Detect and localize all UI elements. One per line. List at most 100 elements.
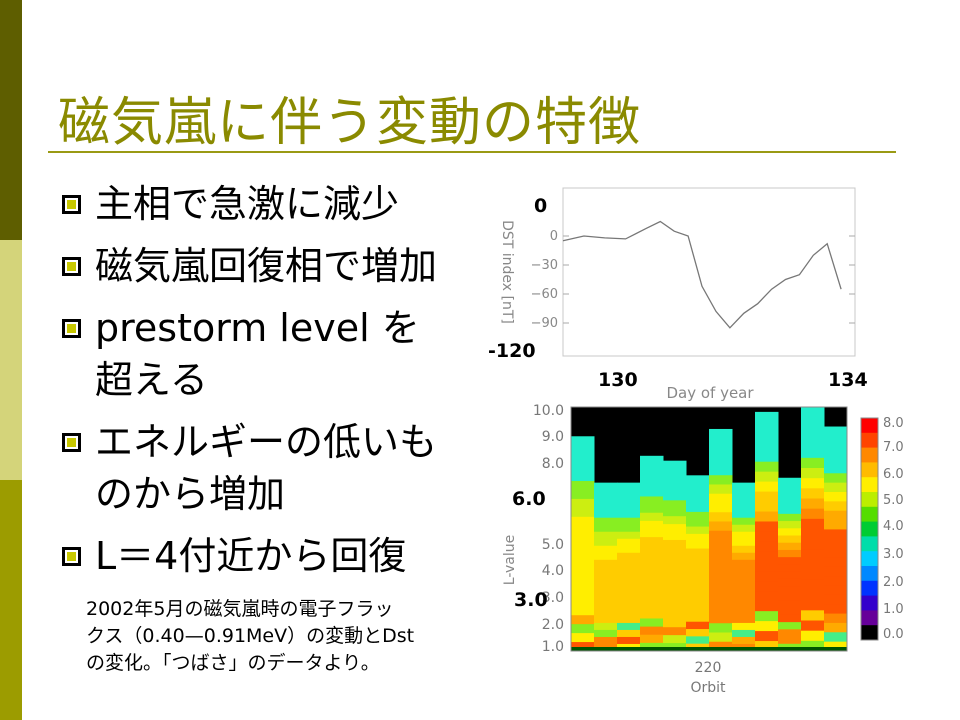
colorbar-segment bbox=[861, 595, 878, 611]
dst-series-line bbox=[562, 220, 842, 329]
flux-cell bbox=[640, 594, 664, 603]
caption-line: クス（0.40—0.91MeV）の変動とDst bbox=[86, 625, 415, 647]
flux-cell bbox=[801, 579, 825, 591]
flux-cell bbox=[801, 427, 825, 438]
flux-cell bbox=[594, 587, 618, 596]
flux-cell bbox=[663, 611, 687, 620]
flux-cell bbox=[755, 411, 779, 423]
flux-cell bbox=[801, 630, 825, 642]
colorbar-tick: 3.0 bbox=[883, 547, 904, 562]
bullet-text: prestorm level を 超える bbox=[95, 302, 420, 406]
flux-cell bbox=[709, 632, 733, 643]
flux-cell bbox=[594, 559, 618, 568]
flux-cell bbox=[709, 428, 733, 439]
flux-cell bbox=[663, 563, 687, 573]
flux-cell bbox=[755, 631, 779, 642]
flux-cell bbox=[824, 473, 848, 484]
flux-cell bbox=[732, 559, 756, 568]
flux-cell bbox=[824, 491, 848, 502]
flux-cell bbox=[594, 647, 618, 651]
colorbar-segment bbox=[861, 536, 878, 552]
figure-caption: 2002年5月の磁気嵐時の電子フラッ クス（0.40—0.91MeV）の変動とD… bbox=[86, 596, 466, 677]
dst-tickmarks bbox=[563, 235, 855, 324]
flux-cell bbox=[594, 601, 618, 610]
flux-cell bbox=[686, 621, 710, 630]
dst-plot-frame bbox=[562, 187, 856, 357]
flux-cell bbox=[663, 619, 687, 628]
flux-cell bbox=[640, 585, 664, 595]
flux-cell bbox=[824, 585, 848, 596]
flux-cell bbox=[755, 647, 779, 651]
flux-cell bbox=[801, 600, 825, 611]
flux-cell bbox=[732, 517, 756, 526]
bullet-line: 主相で急激に減少 bbox=[95, 182, 400, 226]
flux-cell bbox=[686, 636, 710, 645]
flux-cell bbox=[709, 613, 733, 624]
flux-cell bbox=[732, 615, 756, 624]
flux-cell bbox=[594, 538, 618, 547]
flux-cell bbox=[755, 591, 779, 602]
flux-cell bbox=[686, 489, 710, 498]
flux-cell bbox=[755, 501, 779, 513]
title-rule bbox=[48, 151, 896, 153]
flux-cell bbox=[571, 534, 595, 545]
flux-cell bbox=[663, 587, 687, 596]
flux-cell bbox=[709, 475, 733, 485]
dst-xlabel: Day of year bbox=[666, 384, 754, 402]
flux-cell bbox=[663, 524, 687, 533]
flux-cell bbox=[801, 647, 825, 651]
flux-cell bbox=[617, 608, 641, 617]
colorbar-ticks: 8.0 7.0 6.0 5.0 4.0 3.0 2.0 1.0 0.0 bbox=[883, 416, 904, 642]
flux-cell bbox=[778, 506, 802, 515]
bullet-line: prestorm level を bbox=[95, 306, 420, 350]
flux-cell bbox=[571, 570, 595, 580]
flux-xtick: 220 bbox=[695, 660, 722, 676]
flux-cell bbox=[640, 472, 664, 481]
bullet-item: prestorm level を 超える bbox=[62, 302, 482, 406]
flux-cell bbox=[686, 614, 710, 623]
flux-cell bbox=[571, 633, 595, 643]
flux-plot-frame bbox=[570, 406, 848, 652]
flux-cell bbox=[686, 585, 710, 593]
flux-cell bbox=[755, 601, 779, 612]
flux-cell bbox=[778, 564, 802, 573]
flux-cell bbox=[709, 567, 733, 578]
flux-cell bbox=[824, 454, 848, 465]
caption-line: 2002年5月の磁気嵐時の電子フラッ bbox=[86, 598, 394, 620]
flux-cell bbox=[709, 539, 733, 550]
flux-cell bbox=[778, 549, 802, 558]
flux-cell bbox=[755, 461, 779, 473]
flux-cell bbox=[640, 529, 664, 538]
flux-cell bbox=[594, 629, 618, 638]
flux-cell bbox=[755, 621, 779, 632]
flux-cell bbox=[571, 624, 595, 634]
flux-cell bbox=[686, 541, 710, 550]
flux-cell bbox=[571, 498, 595, 509]
flux-cell bbox=[801, 610, 825, 621]
flux-cell bbox=[640, 602, 664, 611]
flux-cell bbox=[801, 478, 825, 489]
flux-cell bbox=[824, 594, 848, 605]
flux-cell bbox=[686, 504, 710, 513]
flux-cell bbox=[663, 635, 687, 644]
flux-cell bbox=[686, 577, 710, 586]
flux-cell bbox=[824, 557, 848, 568]
flux-cell bbox=[617, 601, 641, 610]
bullet-item: エネルギーの低いも のから増加 bbox=[62, 416, 482, 520]
flux-cell bbox=[824, 520, 848, 530]
flux-cell bbox=[709, 484, 733, 495]
flux-cell bbox=[571, 445, 595, 455]
flux-cell bbox=[663, 500, 687, 509]
flux-cell bbox=[709, 558, 733, 569]
colorbar-tick: 7.0 bbox=[883, 440, 904, 455]
colorbar-segment bbox=[861, 418, 878, 434]
flux-cell bbox=[709, 595, 733, 606]
dst-panel-bg bbox=[483, 183, 913, 401]
bullet-item: 主相で急激に減少 bbox=[62, 178, 482, 230]
flux-cell bbox=[594, 545, 618, 554]
bullet-line: のから増加 bbox=[95, 472, 286, 516]
flux-cell bbox=[640, 455, 664, 465]
flux-cell bbox=[594, 482, 618, 491]
flux-cell bbox=[778, 521, 802, 529]
flux-cell bbox=[801, 417, 825, 428]
